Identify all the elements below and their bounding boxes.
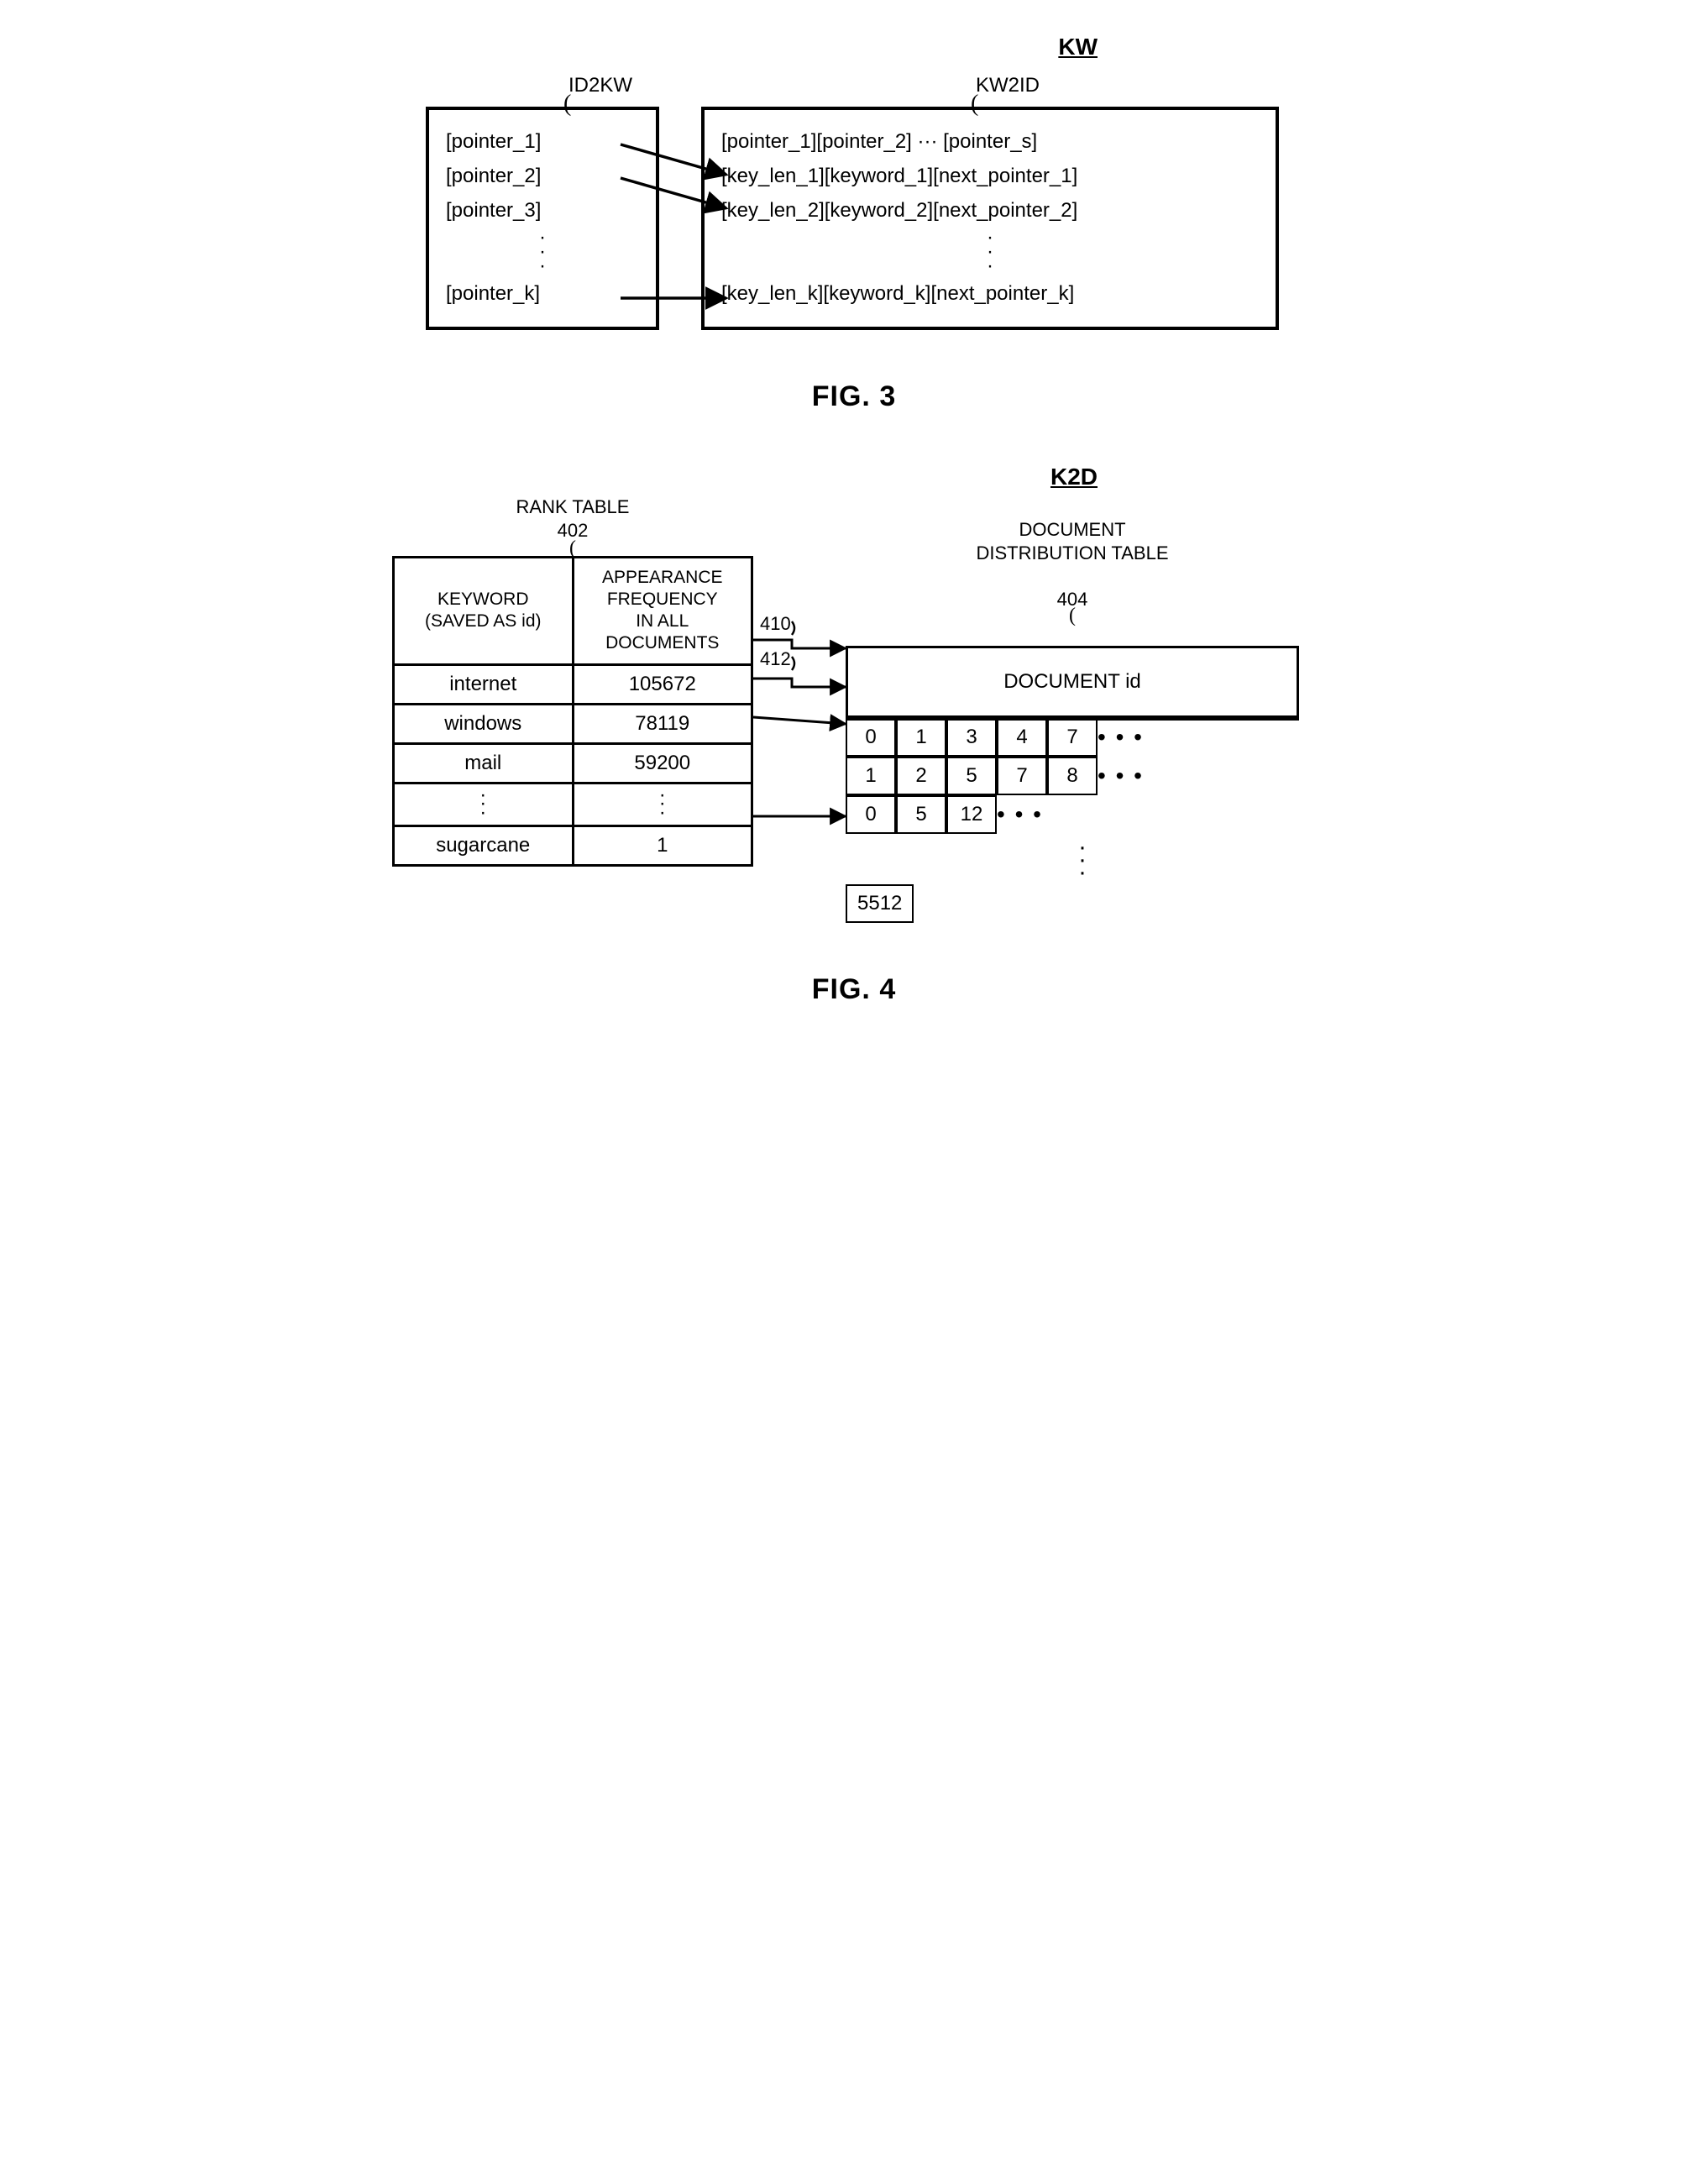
pointer-1: [pointer_1] — [446, 125, 639, 160]
ellipsis: • • • — [1098, 757, 1144, 795]
id2kw-box: [pointer_1] [pointer_2] [pointer_3] ··· … — [426, 107, 659, 330]
fig3-caption: FIG. 3 — [34, 380, 1674, 413]
dist-cell: 0 — [846, 795, 896, 834]
dist-cell: 3 — [946, 718, 997, 757]
ellipsis: • • • — [1098, 718, 1144, 757]
dist-cell: 5 — [946, 757, 997, 795]
col-freq: APPEARANCE FREQUENCY IN ALL DOCUMENTS — [573, 557, 752, 664]
fig4-caption: FIG. 4 — [34, 973, 1674, 1006]
dist-cell: 12 — [946, 795, 997, 834]
pointer-2: [pointer_2] — [446, 160, 639, 194]
vdots: ··· — [446, 228, 639, 276]
ellipsis: • • • — [997, 795, 1043, 834]
dist-row: 12578• • • — [846, 757, 1299, 795]
dist-table-wrap: DOCUMENT DISTRIBUTION TABLE 404 ( DOCUME… — [846, 495, 1299, 924]
fig3-container: KW ID2KW ( KW2ID ( [pointer_1] [pointer_… — [426, 34, 1282, 330]
dist-cell: 7 — [1047, 718, 1098, 757]
dist-cell: 1 — [846, 757, 896, 795]
col-keyword: KEYWORD (SAVED AS id) — [394, 557, 574, 664]
table-row-dots: ··· ··· — [394, 783, 752, 825]
dist-cell: 8 — [1047, 757, 1098, 795]
pointer-k: [pointer_k] — [446, 277, 639, 312]
arrow-column: 410 412 — [753, 495, 846, 815]
kw2id-box: [pointer_1][pointer_2] ··· [pointer_s] [… — [701, 107, 1279, 330]
dist-rows: 01347• • •12578• • •0512• • •···5512 — [846, 718, 1299, 923]
rank-label: RANK TABLE — [516, 496, 630, 517]
dist-label: DOCUMENT DISTRIBUTION TABLE — [976, 519, 1168, 563]
kw2id-row2: [key_len_2][keyword_2][next_pointer_2] — [721, 194, 1259, 228]
dist-header: DOCUMENT id — [848, 648, 1297, 718]
pointer-3: [pointer_3] — [446, 194, 639, 228]
table-row: internet 105672 — [394, 664, 752, 704]
dist-row: 0512• • • — [846, 795, 1299, 834]
kw2id-header: [pointer_1][pointer_2] ··· [pointer_s] — [721, 125, 1259, 160]
fig4-container: K2D RANK TABLE 402 ( KEYWORD (SAVED AS i… — [392, 464, 1316, 924]
dist-cell: 2 — [896, 757, 946, 795]
table-row: windows 78119 — [394, 704, 752, 743]
id2kw-label: ID2KW ( — [568, 74, 632, 97]
dist-cell: 7 — [997, 757, 1047, 795]
dist-cell: 4 — [997, 718, 1047, 757]
dist-cell: 5512 — [846, 884, 914, 923]
dist-cell: 5 — [896, 795, 946, 834]
table-row: sugarcane 1 — [394, 825, 752, 865]
table-row: mail 59200 — [394, 743, 752, 783]
dist-cell: 0 — [846, 718, 896, 757]
vdots: ··· — [846, 834, 1299, 884]
dist-row: 5512 — [846, 884, 1299, 923]
kw2id-label: KW2ID ( — [976, 74, 1040, 97]
k2d-title: K2D — [1050, 464, 1098, 490]
kw2id-row1: [key_len_1][keyword_1][next_pointer_1] — [721, 160, 1259, 194]
rank-table: KEYWORD (SAVED AS id) APPEARANCE FREQUEN… — [392, 556, 753, 867]
kw-title: KW — [1058, 34, 1098, 60]
rank-table-wrap: RANK TABLE 402 ( KEYWORD (SAVED AS id) A… — [392, 495, 753, 867]
dist-row: 01347• • • — [846, 718, 1299, 757]
vdots: ··· — [721, 228, 1259, 276]
kw2id-rowk: [key_len_k][keyword_k][next_pointer_k] — [721, 277, 1259, 312]
dist-cell: 1 — [896, 718, 946, 757]
